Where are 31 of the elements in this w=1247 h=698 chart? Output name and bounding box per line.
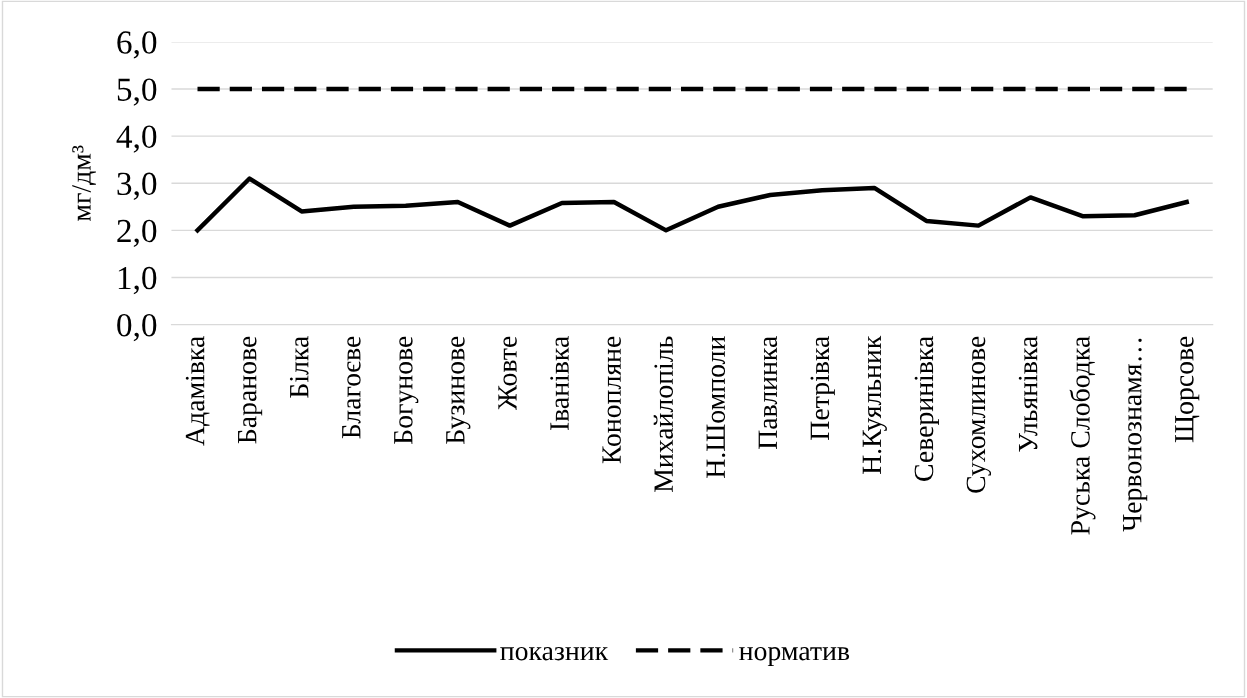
- x-tick-label: Червонознамя…: [1123, 338, 1148, 532]
- x-tick-label: Бузинове: [446, 336, 471, 444]
- x-tick-label: Руська Слободка: [1069, 336, 1096, 535]
- legend-label: норматив: [739, 647, 850, 667]
- y-tick-label: 6,0: [117, 31, 157, 59]
- x-tick-label: Ульянівка: [1018, 336, 1038, 452]
- x-tick-label: Петрівка: [810, 336, 835, 440]
- y-tick-label: 0,0: [117, 313, 157, 342]
- x-tick-label: Іванівка: [550, 336, 569, 431]
- x-tick-label: Адамівка: [185, 336, 210, 446]
- legend-label: показник: [500, 647, 609, 661]
- x-tick-label: Баранове: [238, 336, 263, 444]
- y-tick-label: 1,0: [118, 266, 157, 295]
- x-tick-label: Богунове: [394, 336, 419, 445]
- x-tick-label: Конопляне: [602, 336, 621, 464]
- x-tick-label: Н.Куяльник: [862, 335, 887, 475]
- y-axis-title: мг/дм³: [72, 145, 96, 221]
- y-tick-label: 5,0: [117, 78, 157, 106]
- x-tick-label: Сухомлинове: [966, 336, 992, 493]
- x-tick-label: Благоєве: [342, 336, 361, 439]
- x-tick-label: Жовте: [498, 336, 517, 410]
- y-tick-label: 3,0: [117, 172, 157, 200]
- x-tick-label: Н.Шомполи: [706, 336, 726, 478]
- x-tick-label: Северинівка: [914, 336, 939, 481]
- x-tick-label: Щорсове: [1175, 336, 1200, 443]
- x-tick-label: Михайлопіль: [653, 336, 674, 493]
- y-tick-label: 2,0: [117, 219, 157, 248]
- line-series: [195, 176, 1189, 233]
- x-tick-label: Павлинка: [758, 336, 778, 450]
- x-tick-label: Білка: [289, 336, 309, 398]
- y-tick-label: 4,0: [116, 125, 157, 153]
